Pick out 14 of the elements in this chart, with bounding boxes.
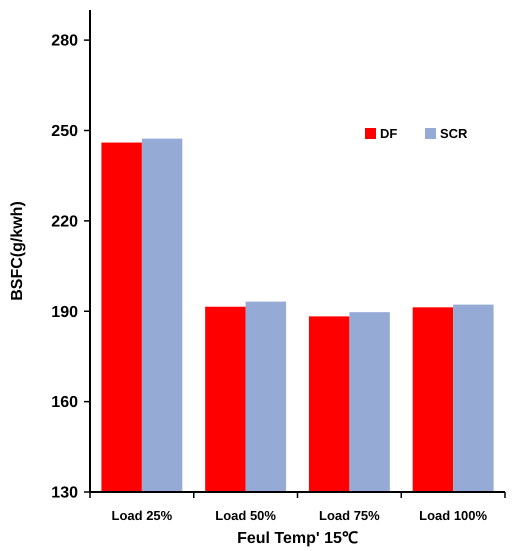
y-tick-label: 250	[51, 123, 78, 140]
legend-label: DF	[380, 126, 398, 141]
y-tick-label: 160	[51, 394, 78, 412]
x-tick-label: Load 75%	[319, 508, 380, 523]
x-axis-title: Feul Temp' 15℃	[237, 530, 358, 547]
x-tick-label: Load 50%	[215, 508, 276, 523]
x-tick-label: Load 100%	[419, 508, 488, 523]
y-tick-label: 280	[51, 32, 78, 50]
y-tick-label: 130	[51, 484, 78, 502]
legend-label: SCR	[440, 126, 468, 141]
x-tick-label: Load 25%	[112, 508, 173, 523]
y-tick-label: 190	[51, 304, 78, 321]
y-tick-label: 220	[51, 213, 78, 230]
y-axis-title: BSFC(g/kwh)	[9, 201, 26, 301]
